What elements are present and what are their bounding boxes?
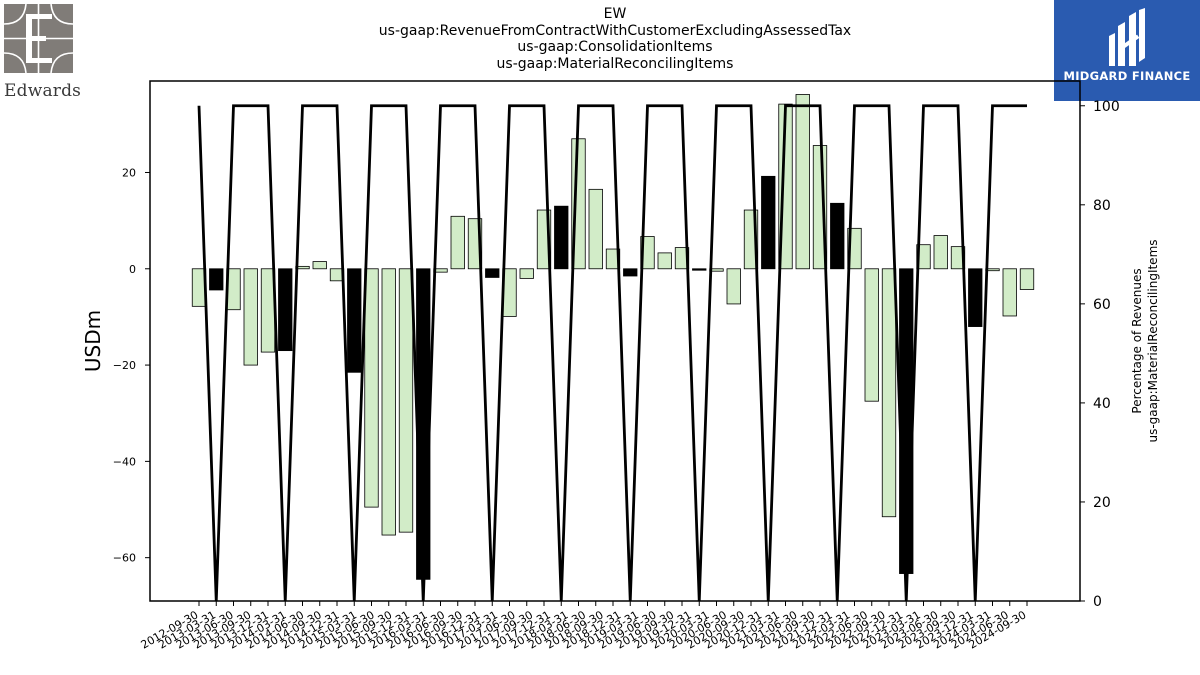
y2-tick-label: 60	[1093, 297, 1111, 313]
plot-frame	[149, 80, 1081, 602]
bar	[899, 268, 914, 574]
bar	[278, 268, 293, 352]
bar	[1002, 268, 1017, 317]
left-y-axis: −60 −40 −20 0 20	[113, 166, 150, 565]
bar	[881, 268, 897, 518]
y2-tick-label: 100	[1093, 99, 1120, 115]
y2-tick-label: 0	[1093, 594, 1102, 610]
bar	[657, 252, 672, 270]
y-tick-label: −40	[113, 455, 136, 468]
title-line-revenue-concept: us-gaap:RevenueFromContractWithCustomerE…	[378, 22, 852, 39]
y2-tick-label: 40	[1093, 396, 1111, 412]
bar	[398, 268, 414, 533]
bar	[623, 268, 638, 277]
y-axis-label: USDm	[81, 310, 105, 372]
y2-axis-label-line-1: Percentage of Revenues	[1130, 268, 1144, 413]
right-y-axis: 0 20 40 60 80 100	[1080, 99, 1120, 610]
edwards-emblem-icon	[3, 3, 74, 74]
bar	[554, 205, 569, 270]
bar	[864, 268, 879, 402]
midgard-finance-logo: MIDGARD FINANCE	[1054, 0, 1200, 101]
bar	[795, 94, 810, 270]
bar	[830, 202, 845, 270]
y2-axis-label-line-2: us-gaap:MaterialReconcilingItems	[1146, 239, 1160, 442]
title-line-member: us-gaap:MaterialReconcilingItems	[496, 55, 734, 72]
bar	[312, 261, 327, 270]
bar	[1019, 268, 1035, 290]
bar	[588, 188, 603, 270]
y-tick-label: −60	[113, 552, 136, 565]
percentage-line	[197, 104, 1027, 602]
bar	[416, 268, 431, 580]
midgard-wordmark: MIDGARD FINANCE	[1063, 69, 1191, 83]
bar	[209, 268, 224, 291]
x-axis: 2012-09-302013-03-312013-06-302013-09-30…	[139, 601, 1029, 652]
bar-series	[191, 94, 1035, 580]
y-tick-label: −20	[113, 359, 136, 372]
title-line-axis: us-gaap:ConsolidationItems	[517, 39, 713, 55]
y2-tick-label: 20	[1093, 495, 1111, 511]
bar	[450, 215, 465, 270]
y2-tick-label: 80	[1093, 198, 1111, 214]
bar	[485, 268, 500, 278]
bar	[933, 235, 948, 270]
bar	[761, 175, 776, 270]
edwards-wordmark: Edwards	[4, 81, 82, 101]
bar	[381, 268, 396, 536]
bar	[605, 248, 621, 270]
bar	[519, 268, 534, 279]
y-tick-label: 20	[122, 166, 136, 179]
bar	[347, 268, 362, 373]
bar	[968, 268, 983, 327]
bar	[674, 247, 690, 270]
y-tick-label: 0	[129, 263, 136, 276]
bar	[243, 268, 258, 366]
edwards-logo: Edwards	[3, 3, 81, 101]
bar	[692, 268, 707, 271]
title-line-ticker: EW	[603, 6, 627, 22]
percentage-line-series	[197, 104, 1027, 602]
midgard-emblem-icon	[1109, 8, 1145, 66]
bar	[640, 236, 655, 270]
chart-title: EW us-gaap:RevenueFromContractWithCustom…	[315, 6, 915, 72]
bar	[916, 244, 931, 270]
bar	[726, 268, 741, 305]
bar	[950, 246, 966, 270]
bar	[364, 268, 379, 508]
